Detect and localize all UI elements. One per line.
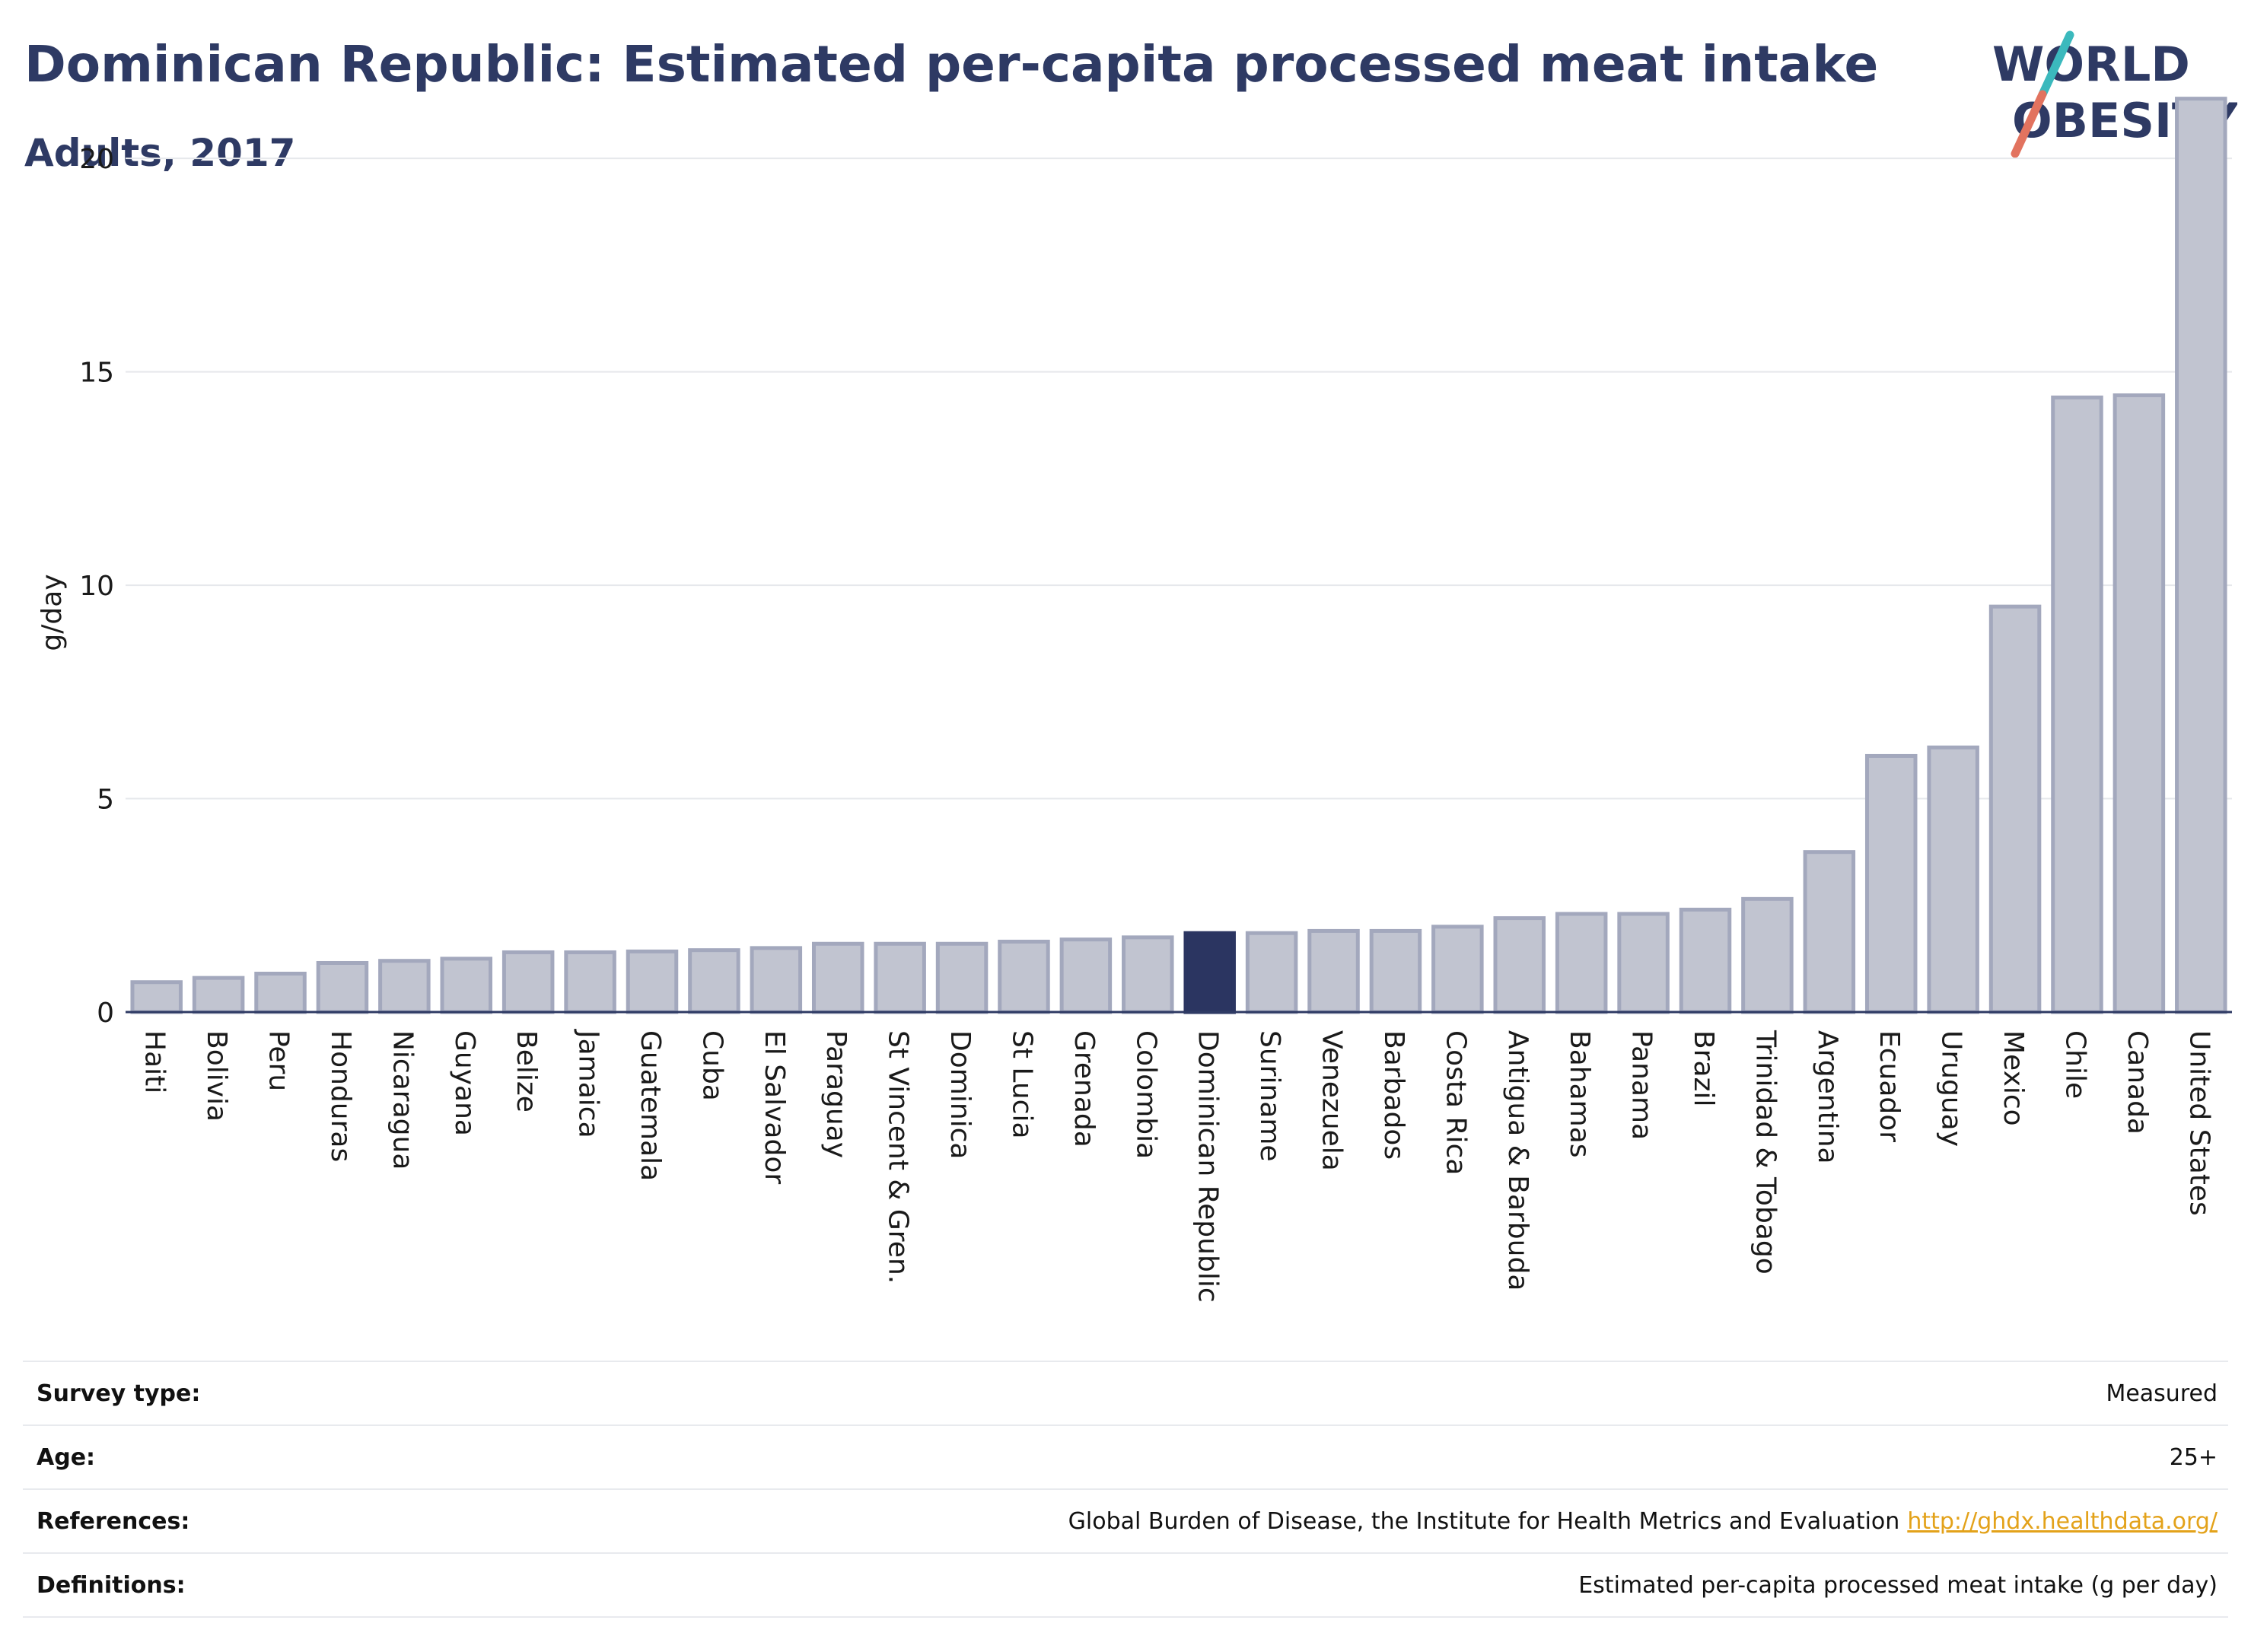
x-tick-label: Colombia [1130, 1030, 1161, 1159]
bar-cuba [688, 948, 740, 1014]
x-tick-label: Canada [2122, 1030, 2153, 1135]
y-axis-label: g/day [37, 574, 68, 651]
x-tick-label: Barbados [1378, 1030, 1409, 1160]
page-subtitle: Adults, 2017 [24, 131, 296, 175]
bar-peru [254, 972, 307, 1014]
bar-bahamas [1555, 912, 1608, 1014]
bar-bolivia [192, 976, 245, 1014]
x-tick-label: Ecuador [1874, 1030, 1905, 1142]
page-title: Dominican Republic: Estimated per-capita… [24, 35, 1879, 94]
x-tick-label: Grenada [1068, 1030, 1100, 1147]
x-tick-label: Argentina [1812, 1030, 1843, 1164]
bar-venezuela [1307, 928, 1360, 1014]
bar-guyana [440, 957, 493, 1014]
references-label: References: [37, 1508, 190, 1535]
bar-dominican-republic [1183, 931, 1236, 1014]
x-tick-label: St Lucia [1006, 1030, 1037, 1139]
x-tick-label: Panama [1626, 1030, 1657, 1140]
x-tick-label: Mexico [1998, 1030, 2029, 1126]
info-table: Survey type: Measured Age: 25+ Reference… [23, 1361, 2228, 1618]
bar-el-salvador [750, 946, 803, 1014]
bar-chart: 0 5 10 15 20 Haiti Bolivia Peru Honduras Nicarag… [37, 97, 2232, 1303]
x-tick-label: Cuba [696, 1030, 728, 1101]
x-tick-label: Jamaica [573, 1029, 604, 1138]
survey-type-value: Measured [2106, 1380, 2218, 1407]
x-tick-label: Antigua & Barbuda [1502, 1030, 1533, 1291]
age-label: Age: [37, 1444, 96, 1471]
svg-text:WORLD: WORLD [1992, 37, 2190, 92]
x-tick-label: Paraguay [820, 1030, 852, 1158]
definitions-value: Estimated per-capita processed meat inta… [1578, 1572, 2218, 1599]
references-text: Global Burden of Disease, the Institute … [1068, 1508, 1900, 1535]
bar-mexico [1988, 604, 2042, 1014]
y-tick-label: 10 [79, 571, 114, 602]
x-tick-label: St Vincent & Gren. [883, 1030, 914, 1284]
info-row-age: Age: 25+ [23, 1424, 2228, 1488]
bar-costa-rica [1431, 925, 1484, 1014]
x-tick-label: Guyana [449, 1030, 480, 1136]
bar-grenada [1059, 937, 1113, 1014]
bar-paraguay [811, 941, 864, 1014]
x-tick-label: Bolivia [201, 1030, 232, 1122]
x-tick-label: Honduras [325, 1030, 356, 1162]
bar-st-vincent-gren- [874, 941, 926, 1014]
bar-suriname [1245, 931, 1298, 1014]
bar-panama [1617, 912, 1670, 1014]
x-tick-label: Guatemala [635, 1030, 666, 1181]
bar-antigua-barbuda [1493, 916, 1546, 1014]
bar-jamaica [564, 950, 616, 1014]
bar-ecuador [1864, 753, 1918, 1014]
age-value: 25+ [2169, 1444, 2218, 1471]
x-tick-label: Bahamas [1564, 1030, 1595, 1158]
bar-nicaragua [378, 959, 431, 1014]
info-row-definitions: Definitions: Estimated per-capita proces… [23, 1552, 2228, 1618]
x-tick-label: El Salvador [759, 1030, 790, 1184]
x-tick-label: Trinidad & Tobago [1750, 1030, 1781, 1275]
definitions-label: Definitions: [37, 1572, 186, 1599]
bar-guatemala [626, 949, 679, 1014]
x-tick-label: Suriname [1254, 1030, 1285, 1162]
bar-colombia [1122, 935, 1174, 1014]
y-tick-label: 5 [97, 785, 114, 816]
bar-honduras [316, 960, 369, 1014]
x-tick-label: Venezuela [1317, 1030, 1348, 1171]
bar-united-states [2175, 97, 2227, 1014]
x-tick-label: Brazil [1688, 1030, 1719, 1106]
bar-argentina [1803, 850, 1856, 1014]
bar-haiti [130, 980, 183, 1014]
references-link[interactable]: http://ghdx.healthdata.org/ [1907, 1508, 2218, 1535]
x-tick-label: Uruguay [1936, 1030, 1967, 1147]
survey-type-label: Survey type: [37, 1380, 201, 1407]
x-tick-label: Peru [263, 1030, 295, 1091]
bar-dominica [935, 941, 989, 1014]
x-tick-label: Dominican Republic [1192, 1030, 1224, 1303]
x-tick-label: United States [2183, 1030, 2214, 1216]
x-tick-label: Costa Rica [1440, 1030, 1471, 1175]
bar-belize [501, 950, 555, 1014]
x-tick-label: Dominica [944, 1030, 976, 1160]
bar-chile [2051, 395, 2103, 1014]
y-tick-label: 15 [79, 358, 114, 389]
bar-trinidad-tobago [1741, 896, 1794, 1014]
info-row-survey: Survey type: Measured [23, 1361, 2228, 1424]
references-value: Global Burden of Disease, the Institute … [1068, 1508, 2218, 1535]
bar-brazil [1679, 907, 1732, 1014]
x-tick-label: Haiti [139, 1030, 170, 1093]
x-tick-label: Belize [511, 1030, 542, 1112]
bar-barbados [1369, 928, 1422, 1014]
bar-uruguay [1927, 745, 1979, 1014]
info-row-references: References: Global Burden of Disease, th… [23, 1488, 2228, 1552]
y-tick-label: 0 [97, 998, 114, 1029]
bar-st-lucia [998, 939, 1050, 1014]
x-tick-label: Nicaragua [387, 1030, 418, 1170]
x-tick-label: Chile [2059, 1030, 2090, 1099]
bar-canada [2113, 393, 2166, 1014]
y-tick-label: 20 [79, 144, 114, 175]
